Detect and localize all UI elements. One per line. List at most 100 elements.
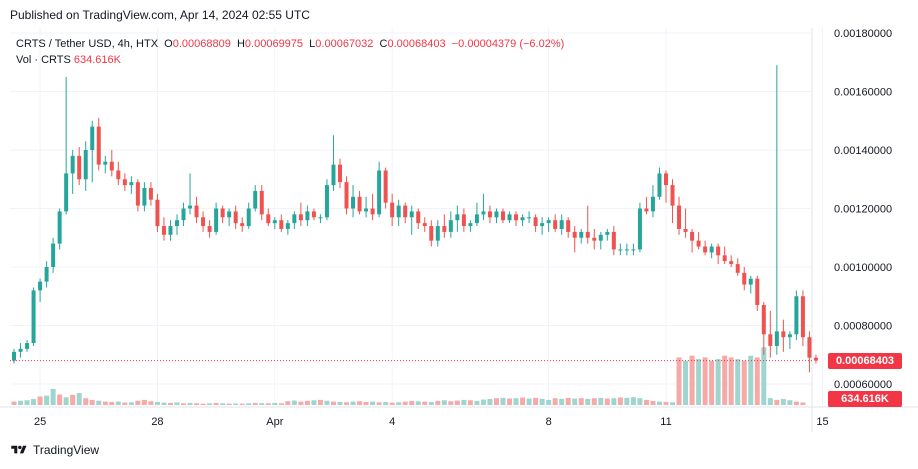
- candle: [566, 217, 571, 238]
- volume-bar: [259, 403, 265, 405]
- volume-bar: [493, 398, 499, 405]
- price-tick-label: 0.00160000: [834, 87, 892, 99]
- candle: [461, 208, 466, 232]
- price-axis[interactable]: 0.00180000 0.00160000 0.00140000 0.00120000…: [834, 28, 892, 391]
- volume-bar: [24, 400, 30, 405]
- price-tick-label: 0.00120000: [834, 204, 892, 216]
- volume-bar: [135, 400, 141, 405]
- candle-body: [305, 211, 310, 221]
- candle: [448, 211, 453, 238]
- candle: [422, 217, 427, 232]
- volume-bar: [70, 394, 76, 405]
- candle-body: [298, 214, 303, 221]
- candle-body: [70, 155, 75, 174]
- volume-bar: [428, 401, 434, 405]
- volume-bar: [696, 359, 702, 405]
- volume-bar: [585, 398, 591, 405]
- candle: [377, 161, 382, 218]
- candle-body: [533, 217, 538, 227]
- candle: [807, 331, 812, 373]
- time-tick-label: 15: [816, 416, 828, 428]
- volume-bar: [37, 396, 43, 405]
- legend-vol-value: 634.616K: [73, 54, 121, 66]
- candle: [709, 243, 714, 259]
- candle-body: [311, 211, 316, 218]
- volume-bar: [370, 401, 376, 405]
- candle-body: [487, 211, 492, 218]
- volume-bar: [793, 401, 799, 405]
- legend-change: −0.00004379 (−6.02%): [451, 38, 565, 50]
- candle: [51, 237, 56, 273]
- volume-bar: [154, 401, 160, 405]
- candle-body: [116, 170, 121, 180]
- candle: [722, 246, 727, 265]
- candle-body: [57, 211, 62, 244]
- candle: [559, 214, 564, 235]
- candle: [38, 278, 43, 303]
- candle: [650, 185, 655, 218]
- volume-bar: [630, 397, 636, 405]
- volume-bar: [115, 401, 121, 405]
- candle: [279, 214, 284, 232]
- volume-bar: [83, 398, 89, 405]
- volume-bar: [761, 347, 767, 405]
- time-axis[interactable]: 25 28 Apr 4 8 11 15: [34, 416, 829, 428]
- candle-body: [207, 226, 212, 232]
- candle: [572, 226, 577, 253]
- volume-bar: [89, 399, 95, 405]
- candle-body: [716, 246, 721, 256]
- volume-bar: [337, 401, 343, 405]
- legend-high: 0.00069975: [244, 38, 304, 50]
- footer-brand[interactable]: TradingView: [10, 443, 99, 457]
- candle-body: [703, 246, 708, 253]
- candle-body: [338, 164, 342, 183]
- candle-body: [188, 205, 193, 209]
- time-tick-label: 28: [151, 416, 163, 428]
- candle: [748, 275, 753, 294]
- candle-body: [227, 211, 232, 218]
- candle-body: [351, 196, 356, 209]
- volume-bar: [109, 401, 115, 405]
- candle: [253, 185, 258, 212]
- candle: [592, 228, 597, 250]
- volume-bar: [376, 402, 382, 405]
- candle-body: [318, 217, 323, 219]
- candle: [781, 319, 786, 352]
- volume-bar: [220, 403, 226, 405]
- candle-body: [787, 334, 792, 338]
- candle: [122, 173, 127, 191]
- volume-bar: [44, 395, 50, 405]
- candle: [64, 76, 69, 215]
- chart-legend: CRTS / Tether USD, 4h, HTX O0.00068809 H…: [16, 36, 564, 68]
- volume-bar: [50, 388, 56, 405]
- volume-bar: [533, 397, 539, 405]
- candle: [514, 211, 519, 227]
- candle: [155, 193, 160, 232]
- volume-bar: [722, 355, 728, 405]
- volume-bar: [396, 402, 402, 405]
- candle-body: [64, 173, 69, 212]
- candle: [214, 202, 219, 235]
- candle: [553, 214, 558, 232]
- volume-bar: [389, 402, 395, 405]
- candle: [12, 348, 16, 364]
- candle-body: [748, 278, 753, 285]
- volume-bar: [167, 402, 173, 405]
- candle-body: [155, 199, 160, 227]
- candle: [305, 205, 310, 227]
- volume-bar: [122, 402, 128, 405]
- candle: [285, 220, 290, 235]
- candle-body: [344, 182, 349, 209]
- candle-body: [181, 208, 186, 221]
- candle: [364, 196, 369, 218]
- volume-bar: [611, 398, 617, 405]
- candle-body: [135, 182, 140, 206]
- candle-body: [794, 296, 799, 335]
- volume-bar: [161, 402, 167, 405]
- candle: [501, 208, 505, 224]
- candle: [351, 185, 356, 218]
- candle: [311, 208, 316, 221]
- volume-bar: [226, 403, 232, 405]
- candle: [44, 261, 49, 288]
